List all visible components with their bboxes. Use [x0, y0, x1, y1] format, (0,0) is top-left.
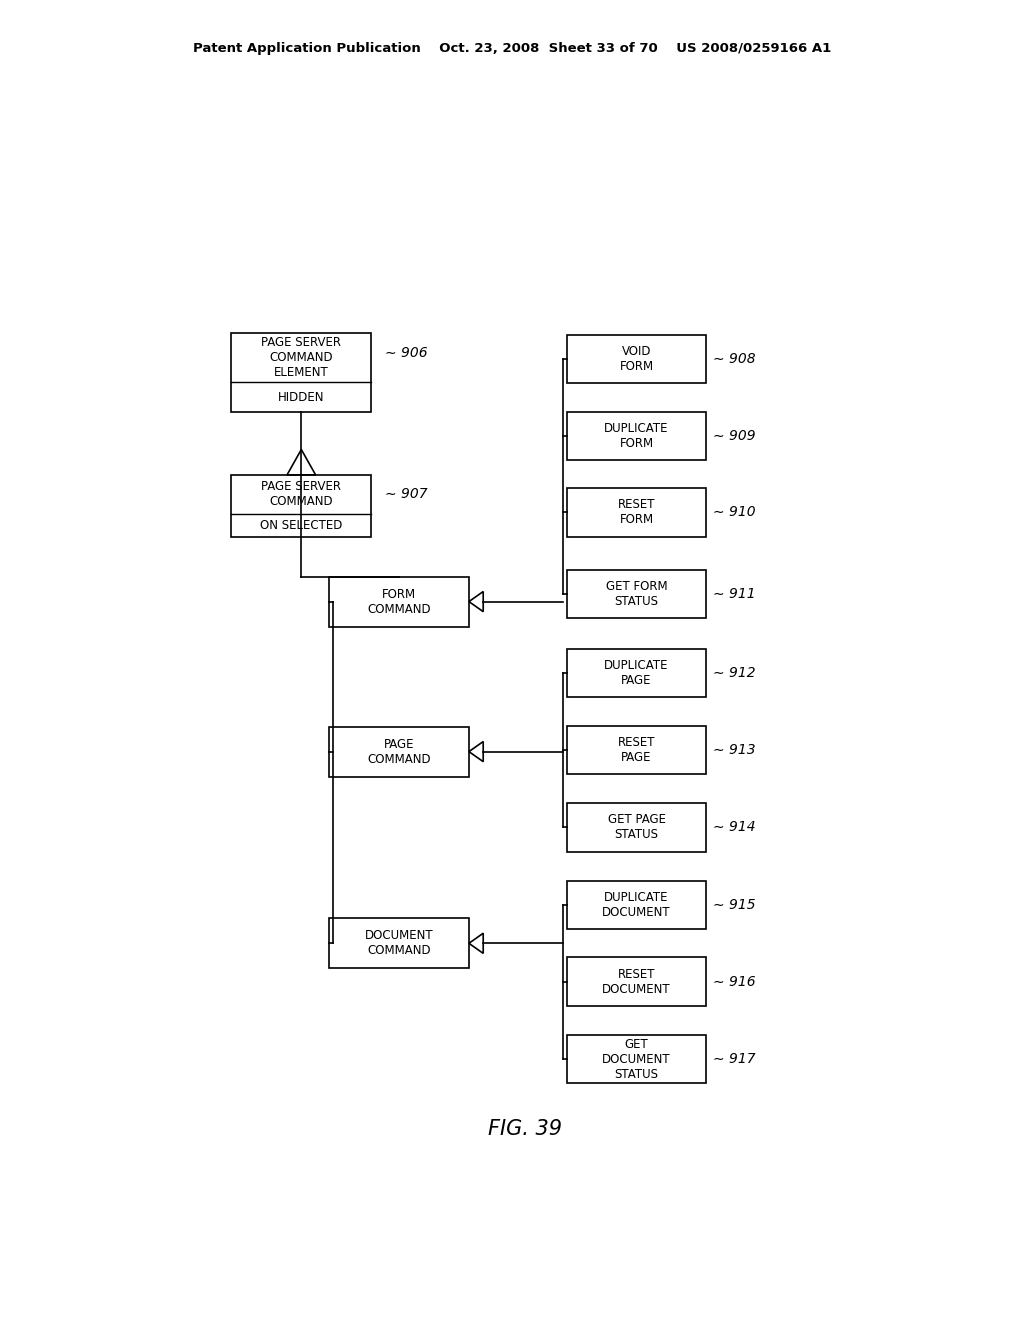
Bar	[231, 333, 371, 412]
Text: FORM
COMMAND: FORM COMMAND	[368, 587, 431, 615]
Bar	[566, 804, 707, 851]
Text: RESET
PAGE: RESET PAGE	[617, 737, 655, 764]
Text: GET FORM
STATUS: GET FORM STATUS	[606, 579, 668, 609]
Bar	[566, 412, 707, 459]
Text: ∼ 915: ∼ 915	[714, 898, 756, 912]
Text: ∼ 912: ∼ 912	[714, 667, 756, 680]
Bar	[566, 880, 707, 929]
Bar	[566, 957, 707, 1006]
Bar	[566, 488, 707, 537]
Text: VOID
FORM: VOID FORM	[620, 345, 653, 374]
Text: ∼ 908: ∼ 908	[714, 352, 756, 366]
Text: DUPLICATE
PAGE: DUPLICATE PAGE	[604, 659, 669, 688]
Bar	[231, 475, 371, 537]
Bar	[566, 335, 707, 383]
Text: RESET
DOCUMENT: RESET DOCUMENT	[602, 968, 671, 995]
Text: GET
DOCUMENT
STATUS: GET DOCUMENT STATUS	[602, 1038, 671, 1081]
Text: GET PAGE
STATUS: GET PAGE STATUS	[607, 813, 666, 841]
Bar	[566, 726, 707, 774]
Text: PAGE
COMMAND: PAGE COMMAND	[368, 738, 431, 766]
Text: DUPLICATE
FORM: DUPLICATE FORM	[604, 421, 669, 450]
Bar	[330, 577, 469, 627]
Text: ∼ 913: ∼ 913	[714, 743, 756, 756]
Text: ∼ 916: ∼ 916	[714, 974, 756, 989]
Text: DUPLICATE
DOCUMENT: DUPLICATE DOCUMENT	[602, 891, 671, 919]
Text: PAGE SERVER
COMMAND: PAGE SERVER COMMAND	[261, 480, 341, 508]
Text: PAGE SERVER
COMMAND
ELEMENT: PAGE SERVER COMMAND ELEMENT	[261, 337, 341, 379]
Text: FIG. 39: FIG. 39	[487, 1119, 562, 1139]
Bar	[330, 919, 469, 969]
Bar	[566, 649, 707, 697]
Bar	[330, 726, 469, 776]
Text: ∼ 909: ∼ 909	[714, 429, 756, 442]
Text: ∼ 911: ∼ 911	[714, 587, 756, 601]
Text: DOCUMENT
COMMAND: DOCUMENT COMMAND	[365, 929, 433, 957]
Text: Patent Application Publication    Oct. 23, 2008  Sheet 33 of 70    US 2008/02591: Patent Application Publication Oct. 23, …	[193, 42, 831, 55]
Text: ∼ 907: ∼ 907	[385, 487, 428, 500]
Text: ∼ 914: ∼ 914	[714, 821, 756, 834]
Text: ∼ 906: ∼ 906	[385, 346, 428, 360]
Text: RESET
FORM: RESET FORM	[617, 499, 655, 527]
Text: HIDDEN: HIDDEN	[279, 391, 325, 404]
Bar	[566, 1035, 707, 1084]
Text: ∼ 910: ∼ 910	[714, 506, 756, 519]
Text: ∼ 917: ∼ 917	[714, 1052, 756, 1067]
Text: ON SELECTED: ON SELECTED	[260, 519, 342, 532]
Bar	[566, 570, 707, 618]
